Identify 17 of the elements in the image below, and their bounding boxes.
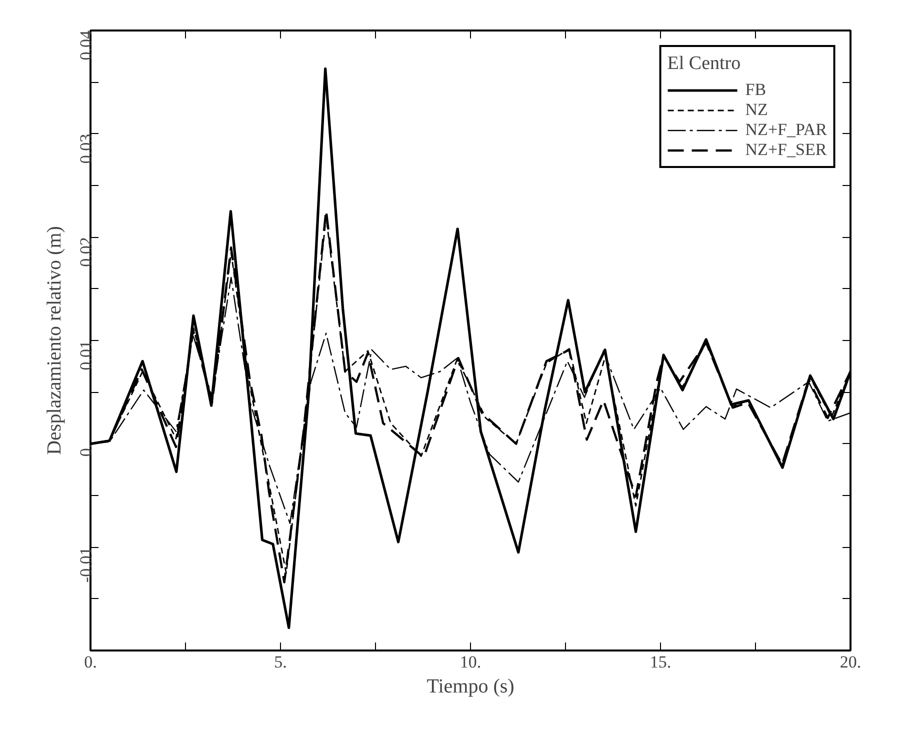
x-tick-label: 20. <box>840 652 862 672</box>
y-tick-label: 0.01 <box>76 340 96 370</box>
x-tick-label: 10. <box>460 652 482 672</box>
x-tick-label: 5. <box>274 652 287 672</box>
legend-label: FB <box>745 80 766 100</box>
legend-title: El Centro <box>667 53 742 75</box>
y-tick-label: -0.01 <box>76 547 96 583</box>
y-tick-label: 0.04 <box>76 30 96 60</box>
y-tick-label: 0. <box>76 444 96 457</box>
legend-label: NZ+F_SER <box>745 140 827 160</box>
legend-label: NZ <box>745 100 768 120</box>
x-axis-title: Tiempo (s) <box>426 676 514 698</box>
legend-label: NZ+F_PAR <box>745 120 827 140</box>
x-tick-label: 15. <box>650 652 672 672</box>
y-axis-title: Desplazamiento relativo (m) <box>44 226 66 455</box>
y-tick-label: 0.02 <box>76 237 96 267</box>
y-tick-label: 0.03 <box>76 134 96 164</box>
